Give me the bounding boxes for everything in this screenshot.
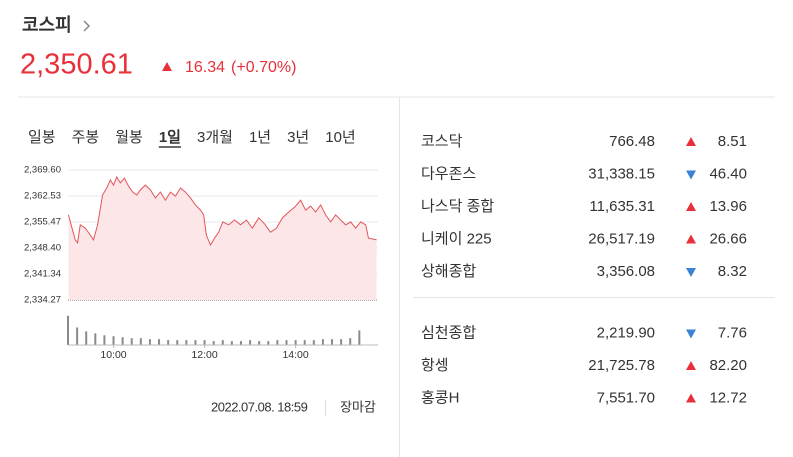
volume-bar <box>221 340 224 345</box>
index-change: 16.34 <box>185 59 225 76</box>
index-change: 13.96 <box>709 198 747 215</box>
volume-bar <box>331 339 334 345</box>
index-change: 82.20 <box>709 357 747 374</box>
volume-bar <box>94 333 97 345</box>
volume-bar <box>239 341 242 345</box>
volume-bar <box>85 331 88 345</box>
volume-bar <box>276 340 279 345</box>
index-name[interactable]: 다우존스 <box>421 165 476 182</box>
price-line <box>67 175 377 247</box>
market-status: 장마감 <box>340 399 376 414</box>
index-change: 8.51 <box>718 133 747 150</box>
volume-bar <box>167 340 170 345</box>
volume-bar <box>285 340 288 345</box>
change-arrow <box>686 234 696 244</box>
change-arrow <box>686 329 696 339</box>
index-value: 7,551.70 <box>597 389 655 406</box>
y-tick-label: 2,362.53 <box>24 191 61 202</box>
index-value: 766.48 <box>609 133 655 150</box>
index-name[interactable]: 나스닥 종합 <box>421 198 494 215</box>
volume-bar <box>112 336 115 345</box>
volume-bar <box>130 338 133 345</box>
period-tab[interactable]: 1년 <box>249 129 271 146</box>
index-change: 12.72 <box>709 389 747 406</box>
volume-bar <box>121 337 124 345</box>
index-title[interactable]: 코스피 <box>22 15 72 35</box>
period-tab[interactable]: 3개월 <box>197 129 233 146</box>
index-name[interactable]: 코스닥 <box>421 133 463 150</box>
volume-bar <box>349 338 352 345</box>
index-percent: (+0.70%) <box>231 59 296 76</box>
change-arrow <box>686 170 696 180</box>
x-tick-label: 10:00 <box>100 349 126 361</box>
change-arrow <box>686 137 696 146</box>
change-arrow <box>686 361 696 370</box>
change-arrow <box>162 62 172 71</box>
volume-bar <box>258 341 261 345</box>
index-value: 21,725.78 <box>588 357 655 374</box>
index-name[interactable]: 상해종합 <box>421 263 476 280</box>
x-tick-label: 12:00 <box>191 349 217 361</box>
volume-bar <box>176 340 179 345</box>
volume-bar <box>340 339 343 345</box>
y-tick-label: 2,369.60 <box>24 165 61 176</box>
y-tick-label: 2,355.47 <box>24 217 61 228</box>
period-tab[interactable]: 일봉 <box>28 129 56 146</box>
change-arrow <box>686 202 696 211</box>
volume-bar <box>303 340 306 345</box>
volume-bar <box>185 340 188 345</box>
index-change: 7.76 <box>718 324 747 341</box>
index-value: 26,517.19 <box>588 230 655 247</box>
volume-bar <box>194 340 197 345</box>
index-change: 8.32 <box>718 263 747 280</box>
volume-bar <box>148 339 151 345</box>
area <box>68 176 377 300</box>
index-change: 26.66 <box>709 230 747 247</box>
index-value: 31,338.15 <box>588 165 655 182</box>
index-value: 2,350.61 <box>20 49 133 81</box>
period-tab[interactable]: 10년 <box>325 129 356 146</box>
volume-bar <box>294 340 297 345</box>
volume-bar <box>267 341 270 345</box>
volume-bar <box>67 315 69 345</box>
y-tick-label: 2,334.27 <box>24 295 61 306</box>
index-name[interactable]: 홍콩H <box>421 388 459 406</box>
index-change: 46.40 <box>709 165 747 182</box>
volume-bar <box>76 327 79 345</box>
volume-bar <box>139 338 142 345</box>
period-tab[interactable]: 월봉 <box>115 129 143 146</box>
timestamp: 2022.07.08. 18:59 <box>211 399 308 414</box>
period-tab[interactable]: 주봉 <box>72 129 100 146</box>
y-tick-label: 2,348.40 <box>24 243 61 254</box>
volume-bar <box>212 341 215 345</box>
index-value: 2,219.90 <box>597 324 655 341</box>
index-name[interactable]: 항셍 <box>421 357 449 374</box>
volume-bar <box>312 340 315 345</box>
change-arrow <box>686 268 696 277</box>
x-tick-label: 14:00 <box>282 349 308 361</box>
index-name[interactable]: 심천종합 <box>421 324 476 341</box>
volume-bar <box>321 339 324 345</box>
volume-bar <box>358 330 361 345</box>
change-arrow <box>686 393 696 403</box>
chevron[interactable] <box>83 20 91 32</box>
period-tab[interactable]: 3년 <box>287 129 309 146</box>
volume-bar <box>103 335 106 345</box>
y-tick-label: 2,341.34 <box>24 269 61 280</box>
index-name[interactable]: 니케이 225 <box>421 230 492 247</box>
index-value: 3,356.08 <box>597 263 655 280</box>
volume-bar <box>230 341 233 345</box>
volume-bar <box>203 340 206 345</box>
volume-bar <box>158 339 161 345</box>
period-tab[interactable]: 1일 <box>159 129 181 146</box>
index-value: 11,635.31 <box>589 198 655 215</box>
volume-bar <box>249 340 252 345</box>
